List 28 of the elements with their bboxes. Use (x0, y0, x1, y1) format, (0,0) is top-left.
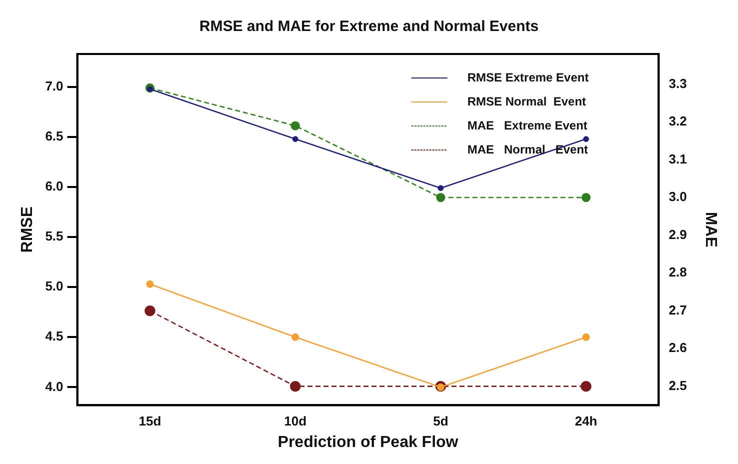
y2-axis-title: MAE (702, 212, 719, 248)
y2-tick-label: 2.6 (668, 340, 687, 356)
x-tick-label: 24h (574, 414, 598, 429)
y-tick-label: 5.5 (45, 228, 64, 244)
y2-tick-label: 3.1 (668, 151, 687, 166)
y2-tick-label: 2.8 (668, 264, 687, 280)
x-axis-title: Prediction of Peak Flow (278, 434, 459, 451)
y-tick-label: 6.0 (45, 178, 64, 194)
x-tick-label: 10d (284, 414, 307, 429)
y2-tick-label: 2.7 (668, 302, 687, 318)
y2-tick-label: 3.2 (668, 114, 687, 129)
x-tick-label: 5d (433, 414, 448, 429)
legend-label: MAE Extreme Event (467, 118, 588, 132)
y-tick-label: 4.0 (45, 378, 64, 394)
legend-label: RMSE Extreme Event (467, 70, 589, 84)
legend-label: MAE Normal Event (467, 142, 588, 156)
x-tick-label: 15d (138, 414, 162, 429)
y2-tick-label: 3.0 (668, 189, 687, 204)
y2-tick-label: 2.9 (668, 226, 687, 242)
y-tick-label: 6.5 (45, 128, 64, 144)
chart-title: RMSE and MAE for Extreme and Normal Events (199, 18, 539, 36)
y2-tick-label: 3.3 (668, 76, 687, 91)
legend-label: RMSE Normal Event (467, 94, 586, 108)
y-tick-label: 7.0 (45, 78, 64, 94)
y-axis-title: RMSE (19, 206, 36, 253)
y2-tick-label: 2.5 (668, 378, 687, 393)
y-tick-label: 5.0 (45, 278, 64, 294)
y-tick-label: 4.5 (45, 328, 64, 344)
